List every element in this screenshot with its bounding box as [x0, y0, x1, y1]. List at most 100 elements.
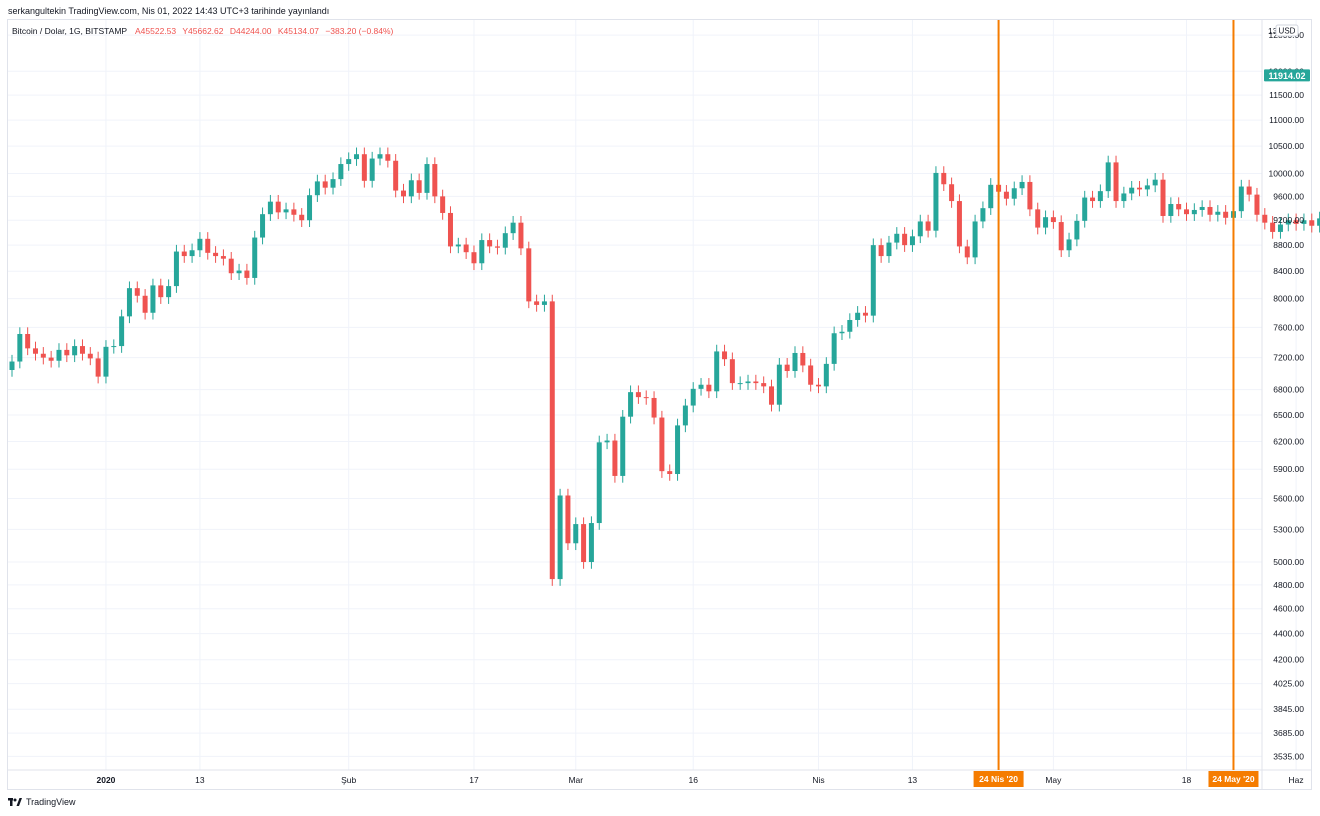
candle-body	[1277, 224, 1283, 232]
candle-body	[299, 214, 305, 221]
candle-body	[808, 365, 814, 385]
marker-date-label: 24 May '20	[1212, 774, 1254, 784]
candle-body	[667, 471, 673, 475]
y-tick-label: 8400.00	[1273, 266, 1304, 276]
candle-body	[307, 195, 313, 221]
y-tick-label: 5000.00	[1273, 557, 1304, 567]
candle-body	[651, 397, 657, 418]
candle-body	[534, 301, 540, 305]
tradingview-logo-icon	[8, 797, 22, 806]
candle-body	[1050, 217, 1056, 223]
candle-body	[322, 181, 328, 188]
candle-body	[1043, 217, 1049, 228]
y-tick-label: 9600.00	[1273, 191, 1304, 201]
candle-body	[588, 523, 594, 563]
candle-body	[620, 416, 626, 476]
candle-body	[682, 405, 688, 426]
candle-body	[1317, 218, 1320, 226]
y-tick-label: 4400.00	[1273, 629, 1304, 639]
candle-body	[862, 312, 868, 316]
candle-body	[275, 201, 281, 213]
candle-body	[784, 364, 790, 372]
candle-body	[189, 250, 195, 257]
candle-body	[126, 288, 132, 317]
x-tick-label: May	[1045, 775, 1062, 785]
candle-body	[855, 312, 861, 320]
candle-body	[831, 333, 837, 364]
candle-body	[64, 349, 70, 356]
candle-body	[330, 179, 336, 188]
candle-body	[698, 384, 704, 389]
candle-body	[471, 252, 477, 264]
candle-body	[1184, 209, 1189, 215]
candle-body	[886, 242, 892, 257]
candle-body	[823, 363, 829, 387]
candle-body	[142, 295, 148, 313]
y-tick-label: 6200.00	[1273, 436, 1304, 446]
candle-body	[1129, 187, 1135, 194]
y-tick-label: 5300.00	[1273, 524, 1304, 534]
candle-body	[17, 333, 23, 362]
x-tick-label: 16	[688, 775, 698, 785]
y-tick-label: 4025.00	[1273, 679, 1304, 689]
candle-body	[1191, 209, 1197, 215]
candle-body	[776, 364, 782, 405]
candle-body	[659, 417, 665, 472]
candle-body	[346, 159, 352, 165]
x-tick-label: 2020	[96, 775, 115, 785]
candle-body	[463, 244, 469, 253]
candle-body	[815, 384, 821, 387]
candle-body	[635, 392, 641, 398]
candle-body	[1199, 206, 1205, 210]
candle-body	[1176, 204, 1182, 210]
candle-body	[1019, 181, 1025, 189]
candle-body	[988, 184, 994, 209]
candle-body	[1270, 222, 1276, 232]
candle-body	[1137, 187, 1143, 190]
candle-body	[401, 190, 406, 197]
candle-body	[949, 184, 955, 202]
candle-body	[745, 381, 751, 384]
marker-date-badge	[1208, 771, 1259, 787]
candle-body	[181, 251, 187, 257]
x-tick-label: Haz	[1289, 775, 1304, 785]
candle-body	[1113, 162, 1119, 202]
candle-body	[729, 359, 735, 384]
candle-body	[557, 495, 563, 580]
candle-body	[761, 383, 767, 387]
candle-body	[338, 164, 344, 180]
candle-body	[964, 246, 970, 258]
last-price-tag	[1264, 69, 1310, 82]
candle-body	[440, 196, 446, 213]
y-tick-label: 8000.00	[1273, 294, 1304, 304]
candle-body	[902, 233, 908, 246]
candle-body	[9, 361, 15, 371]
candle-body	[354, 154, 360, 160]
y-tick-label: 6800.00	[1273, 385, 1304, 395]
y-tick-label: 4800.00	[1273, 580, 1304, 590]
candle-body	[972, 221, 978, 258]
candle-body	[604, 440, 610, 443]
candle-body	[1293, 220, 1299, 224]
candle-body	[1027, 181, 1033, 210]
y-tick-label: 10500.00	[1269, 141, 1305, 151]
y-tick-label: 8800.00	[1273, 240, 1304, 250]
candle-body	[565, 495, 571, 544]
candle-body	[385, 154, 391, 161]
candle-body	[737, 383, 743, 385]
chart-frame[interactable]	[7, 19, 1312, 790]
candle-body	[1121, 193, 1127, 202]
y-tick-label: 11500.00	[1269, 90, 1304, 100]
candle-body	[432, 164, 438, 197]
tradingview-brand: TradingView	[26, 797, 76, 807]
legend-low: D44244.00	[229, 26, 272, 36]
chart-legend: Bitcoin / Dolar, 1G, BITSTAMP A45522.53 …	[12, 26, 397, 36]
candle-body	[1238, 186, 1244, 212]
candle-body	[291, 209, 297, 215]
candle-body	[800, 352, 806, 366]
candle-body	[1207, 206, 1213, 215]
y-tick-label: 7600.00	[1273, 322, 1304, 332]
legend-high: Y45662.62	[182, 26, 224, 36]
x-tick-label: 17	[469, 775, 479, 785]
